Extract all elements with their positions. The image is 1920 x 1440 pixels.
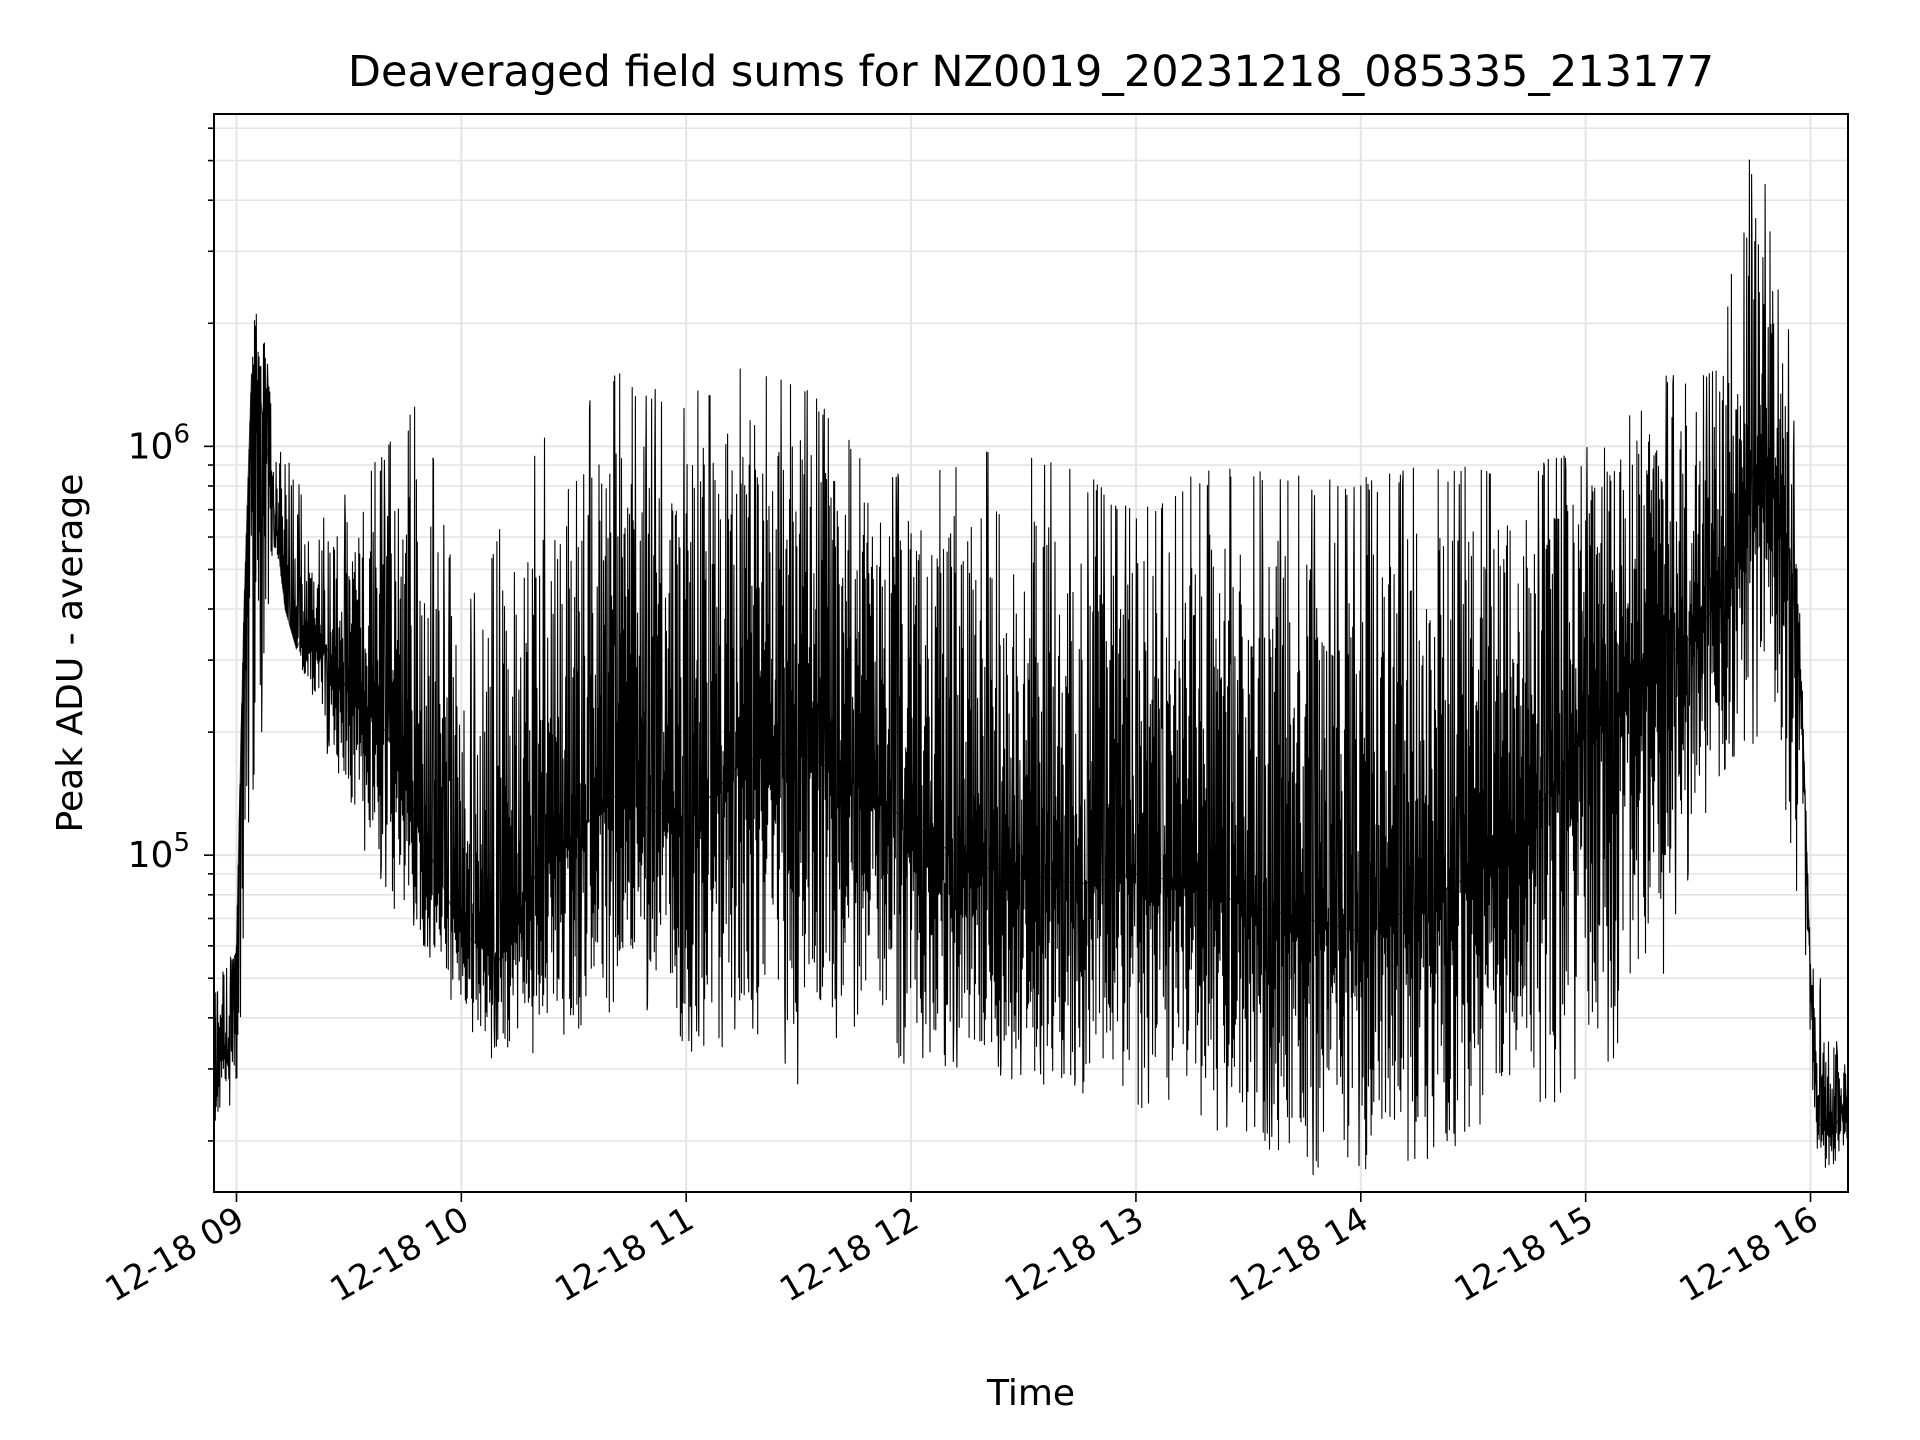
y-axis-label: Peak ADU - average bbox=[50, 474, 91, 833]
data-line-layer bbox=[213, 159, 1849, 1176]
y-tick-label: 106 bbox=[128, 419, 190, 467]
data-line bbox=[213, 159, 1849, 1176]
y-tick-labels: 105 106 bbox=[128, 419, 190, 876]
x-axis-label: Time bbox=[986, 1373, 1075, 1414]
plot-frame bbox=[213, 113, 1849, 1193]
chart-title: Deaveraged field sums for NZ0019_2023121… bbox=[348, 47, 1714, 97]
data-trend-line bbox=[213, 372, 1849, 1134]
tick-marks bbox=[204, 127, 1812, 1202]
y-tick-label: 105 bbox=[128, 828, 190, 876]
